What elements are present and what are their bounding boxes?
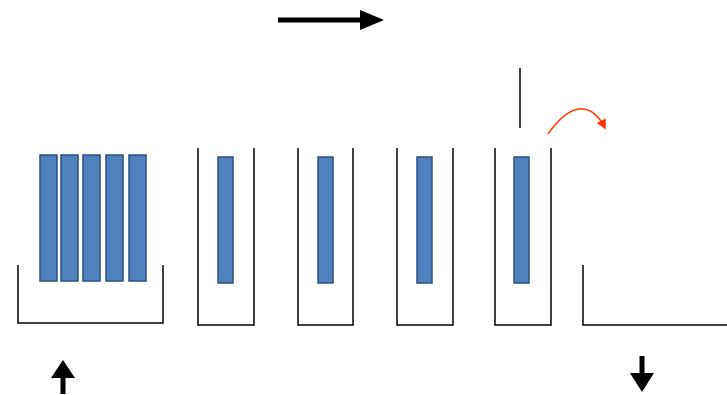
slot-bar <box>317 156 334 284</box>
slot-3 <box>396 148 454 326</box>
stack-tray <box>17 265 164 324</box>
stack-bar <box>82 154 101 282</box>
curved-arrow-icon <box>547 108 606 135</box>
slot-1 <box>197 148 255 326</box>
stack-bar <box>105 154 124 282</box>
output-tray <box>582 265 727 326</box>
stack-bar <box>39 154 58 282</box>
arrow-up-icon <box>51 360 75 394</box>
arrow-right-icon <box>278 10 384 30</box>
slot-bar <box>513 156 530 284</box>
slot-4 <box>494 148 552 326</box>
stack-bar <box>60 154 79 282</box>
slot-bar <box>217 156 234 284</box>
stacked-bars <box>39 154 147 282</box>
slot-2 <box>297 148 354 326</box>
slot-bar <box>416 156 433 284</box>
stack-bar <box>128 154 147 282</box>
arrow-down-icon <box>630 356 654 392</box>
